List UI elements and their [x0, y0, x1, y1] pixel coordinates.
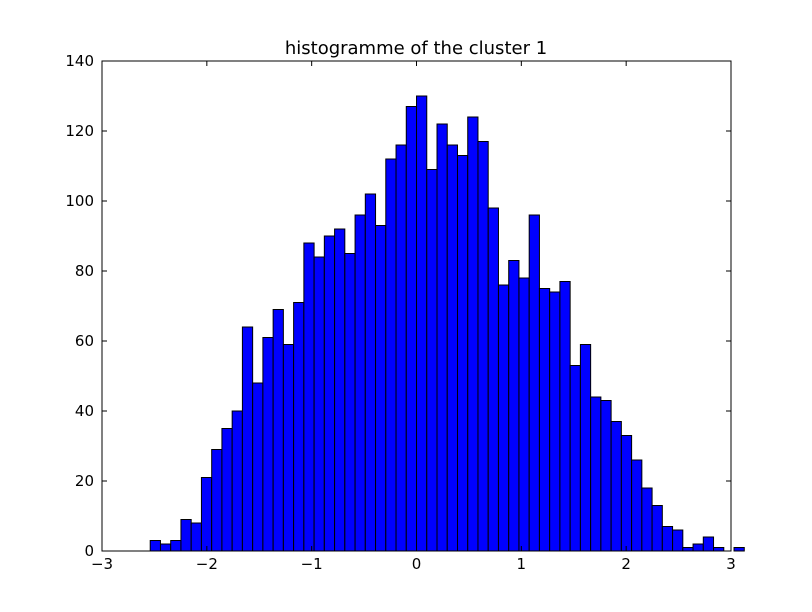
histogram-bar [200, 477, 213, 552]
histogram-bar [702, 536, 715, 552]
histogram-bar [354, 214, 366, 552]
histogram-bar [508, 260, 520, 552]
histogram-bar [692, 543, 704, 552]
y-tick-label: 60 [75, 332, 94, 350]
histogram-bar [651, 505, 663, 552]
histogram-bar [456, 155, 469, 552]
histogram-bar [375, 225, 387, 552]
histogram-bar [579, 344, 592, 552]
histogram-bar [211, 449, 223, 552]
histogram-bar [416, 95, 428, 552]
x-tick-label: 3 [726, 555, 736, 573]
histogram-bar [405, 106, 418, 552]
histogram-bar [334, 228, 346, 552]
histogram-bar [538, 288, 551, 552]
histogram-bar [303, 242, 315, 552]
histogram-bar [262, 337, 274, 552]
histogram-bar [518, 277, 530, 552]
histogram-bar [170, 540, 182, 552]
histogram-bar [467, 116, 479, 552]
histogram-bar [497, 284, 510, 552]
histogram-bar [477, 141, 489, 552]
histogram-bar [293, 302, 305, 552]
histogram-bar [323, 235, 336, 552]
histogram-bar [600, 400, 612, 552]
histogram-bar [190, 522, 202, 552]
histogram-bar [528, 214, 540, 552]
x-tick-label: 2 [621, 555, 631, 573]
histogram-bar [446, 144, 458, 552]
x-tick-label: −1 [301, 555, 323, 573]
y-tick-label: 120 [65, 122, 94, 140]
ticks-group: −3 −2 −1 0 1 2 3 0 20 40 60 80 100 120 140 [65, 52, 735, 573]
x-tick-label: −3 [91, 555, 113, 573]
x-tick-label: −2 [196, 555, 218, 573]
histogram-bar [436, 123, 448, 552]
y-tick-label: 40 [75, 402, 94, 420]
histogram-bar [149, 540, 161, 552]
histogram-bar [282, 344, 295, 552]
y-tick-label: 140 [65, 52, 94, 70]
y-tick-label: 80 [75, 262, 94, 280]
histogram-bar [252, 382, 264, 552]
y-tick-label: 100 [65, 192, 94, 210]
histogram-bar [549, 291, 561, 552]
histogram-bar [661, 526, 674, 552]
histogram-bar [682, 547, 694, 552]
histogram-bar [590, 396, 602, 552]
y-tick-label: 20 [75, 472, 94, 490]
histogram-bar [180, 519, 192, 552]
histogram-bar [426, 169, 438, 552]
histogram-bar [733, 547, 745, 552]
histogram-bar [385, 158, 397, 552]
histogram-bar [641, 487, 653, 552]
histogram-bar [672, 529, 684, 552]
histogram-bar [620, 435, 633, 552]
histogram-bar [313, 256, 325, 552]
histogram-bar [713, 547, 725, 552]
histogram-bar [344, 253, 356, 552]
histogram-bar [231, 410, 243, 552]
x-tick-label: 0 [412, 555, 422, 573]
histogram-bar [610, 421, 622, 552]
x-tick-label: 1 [517, 555, 527, 573]
histogram-bar [559, 281, 571, 552]
histogram-bar [395, 144, 407, 552]
histogram-bar [221, 428, 233, 552]
histogram-bar [487, 207, 499, 552]
histogram-bar [364, 193, 377, 552]
histogram-bar [159, 543, 172, 552]
histogram-bar [272, 309, 284, 552]
y-tick-label: 0 [84, 542, 94, 560]
histogram-bar [631, 459, 643, 552]
histogram-bar [569, 365, 581, 552]
histogram-bar [241, 326, 254, 552]
chart-title: histogramme of the cluster 1 [285, 38, 547, 59]
